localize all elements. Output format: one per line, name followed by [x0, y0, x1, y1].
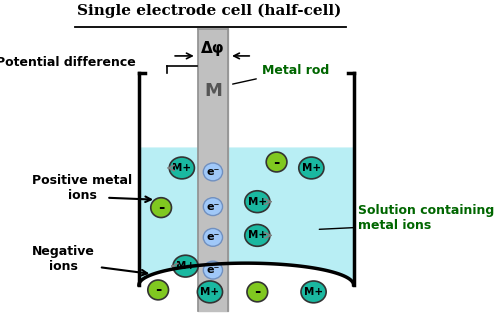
Text: M+: M+ [248, 230, 267, 240]
Text: Single electrode cell (half-cell): Single electrode cell (half-cell) [77, 3, 341, 18]
Ellipse shape [204, 198, 222, 215]
Ellipse shape [204, 228, 222, 246]
Ellipse shape [266, 152, 287, 172]
Ellipse shape [198, 281, 222, 303]
Text: e⁻: e⁻ [206, 202, 220, 212]
Text: Metal rod: Metal rod [233, 64, 329, 84]
Text: e⁻: e⁻ [206, 265, 220, 275]
Text: -: - [273, 154, 280, 170]
Text: Δφ: Δφ [201, 41, 225, 56]
Text: -: - [155, 282, 162, 297]
Ellipse shape [173, 255, 198, 277]
Text: M+: M+ [176, 261, 195, 271]
Text: -: - [158, 200, 165, 215]
Text: M+: M+ [172, 163, 191, 173]
Ellipse shape [245, 224, 270, 246]
Text: e⁻: e⁻ [206, 167, 220, 177]
Text: Solution containing
metal ions: Solution containing metal ions [358, 204, 494, 232]
Text: Potential difference: Potential difference [0, 56, 136, 69]
Text: M+: M+ [248, 197, 267, 207]
Ellipse shape [169, 157, 195, 179]
Polygon shape [139, 148, 354, 285]
Text: M+: M+ [304, 287, 323, 297]
Text: Positive metal
ions: Positive metal ions [33, 174, 132, 202]
Ellipse shape [301, 281, 326, 303]
Ellipse shape [204, 261, 222, 279]
Ellipse shape [299, 157, 324, 179]
Text: M+: M+ [302, 163, 321, 173]
Ellipse shape [247, 282, 268, 302]
Text: Negative
ions: Negative ions [33, 245, 95, 273]
Text: e⁻: e⁻ [206, 232, 220, 242]
Ellipse shape [148, 280, 168, 300]
Ellipse shape [245, 191, 270, 213]
Text: M+: M+ [201, 287, 219, 297]
Text: -: - [254, 284, 260, 299]
Ellipse shape [204, 163, 222, 181]
Ellipse shape [151, 198, 171, 217]
Text: M: M [204, 82, 222, 100]
